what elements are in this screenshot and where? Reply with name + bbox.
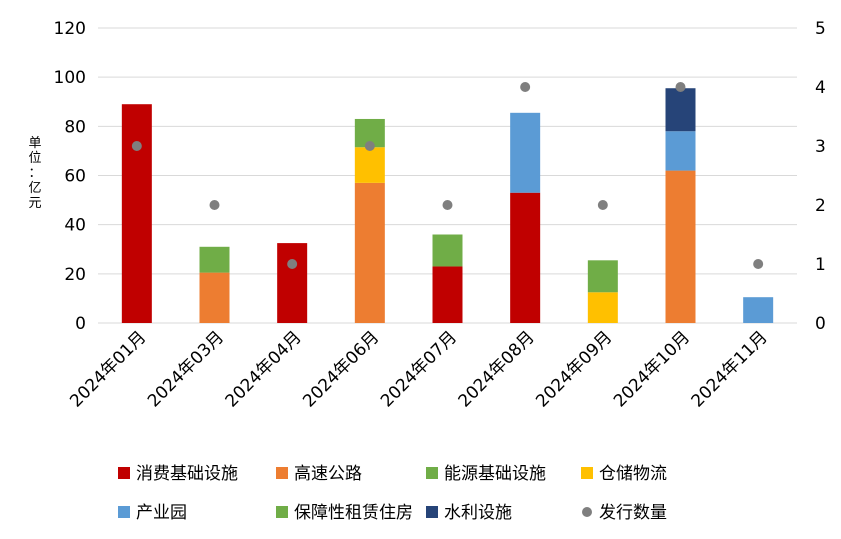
legend-swatch: [581, 467, 593, 479]
issuance-point: [442, 200, 453, 210]
legend-swatch: [426, 467, 438, 479]
x-tick-label: 2024年01月: [66, 327, 150, 411]
issuance-point: [597, 200, 608, 210]
left-y-axis: 0 20 40 60 80 100 120: [54, 19, 86, 334]
bar-segment: [743, 297, 774, 323]
x-tick-label: 2024年09月: [532, 327, 616, 411]
x-tick-label: 2024年06月: [299, 327, 383, 411]
y-tick-label: 100: [54, 68, 86, 88]
right-y-axis: 0 1 2 3 4 5: [815, 19, 826, 334]
legend-item: 能源基础设施: [426, 464, 546, 484]
y2-tick-label: 3: [815, 137, 826, 157]
bar-segment: [510, 192, 541, 323]
y-tick-label: 0: [75, 314, 86, 334]
x-tick-label: 2024年03月: [144, 327, 228, 411]
bar-segment: [587, 292, 618, 323]
legend-label: 保障性租赁住房: [294, 503, 413, 523]
x-tick-label: 2024年07月: [377, 327, 461, 411]
y2-tick-label: 0: [815, 314, 826, 334]
y-tick-label: 80: [64, 117, 86, 137]
y-tick-label: 20: [64, 265, 86, 285]
bar-segment: [354, 182, 385, 323]
bar-segment: [665, 170, 696, 323]
issuance-point: [675, 82, 686, 92]
issuance-point: [209, 200, 220, 210]
y-tick-label: 120: [54, 19, 86, 39]
legend-swatch: [276, 506, 288, 518]
y2-tick-label: 1: [815, 255, 826, 275]
y2-tick-label: 4: [815, 78, 826, 98]
legend-item: 消费基础设施: [118, 464, 238, 484]
bar-segment: [432, 266, 463, 323]
legend-item: 保障性租赁住房: [276, 503, 413, 523]
legend-swatch: [276, 467, 288, 479]
issuance-point: [287, 259, 298, 269]
bar-segment: [587, 260, 618, 293]
legend-label: 发行数量: [599, 503, 667, 523]
issuance-point: [520, 82, 531, 92]
x-tick-label: 2024年11月: [688, 327, 772, 411]
issuance-points: [131, 82, 764, 269]
bar-segment: [121, 104, 152, 323]
legend-item: 发行数量: [582, 503, 667, 523]
bar-segment: [665, 131, 696, 171]
bar-segment: [199, 246, 230, 273]
legend-label: 仓储物流: [599, 464, 667, 484]
y-tick-label: 40: [64, 216, 86, 236]
legend-label: 能源基础设施: [444, 464, 546, 484]
legend-item: 产业园: [118, 503, 187, 523]
x-tick-label: 2024年08月: [455, 327, 539, 411]
y2-tick-label: 5: [815, 19, 826, 39]
bar-segment: [277, 243, 308, 323]
y-axis-label: 单位：亿元: [28, 136, 41, 211]
legend-label: 高速公路: [294, 464, 362, 484]
legend-item: 水利设施: [426, 503, 512, 523]
legend-swatch: [118, 506, 130, 518]
bar-segment: [665, 88, 696, 132]
legend-label: 消费基础设施: [136, 464, 238, 484]
bar-segment: [432, 234, 463, 267]
issuance-point: [364, 141, 375, 151]
legend-label: 水利设施: [444, 503, 512, 523]
legend-item: 仓储物流: [581, 464, 667, 484]
legend-swatch: [582, 507, 592, 517]
bar-segment: [199, 272, 230, 323]
issuance-point: [131, 141, 142, 151]
legend-swatch: [118, 467, 130, 479]
legend-label: 产业园: [136, 503, 187, 523]
y2-tick-label: 2: [815, 196, 826, 216]
bar-segment: [354, 147, 385, 183]
x-axis: 2024年01月2024年03月2024年04月2024年06月2024年07月…: [66, 327, 771, 411]
issuance-point: [753, 259, 764, 269]
legend-item: 高速公路: [276, 464, 362, 484]
x-tick-label: 2024年04月: [222, 327, 306, 411]
bar-segment: [510, 112, 541, 193]
legend-swatch: [426, 506, 438, 518]
y-tick-label: 60: [64, 167, 86, 187]
x-tick-label: 2024年10月: [610, 327, 694, 411]
bars: [121, 88, 774, 323]
